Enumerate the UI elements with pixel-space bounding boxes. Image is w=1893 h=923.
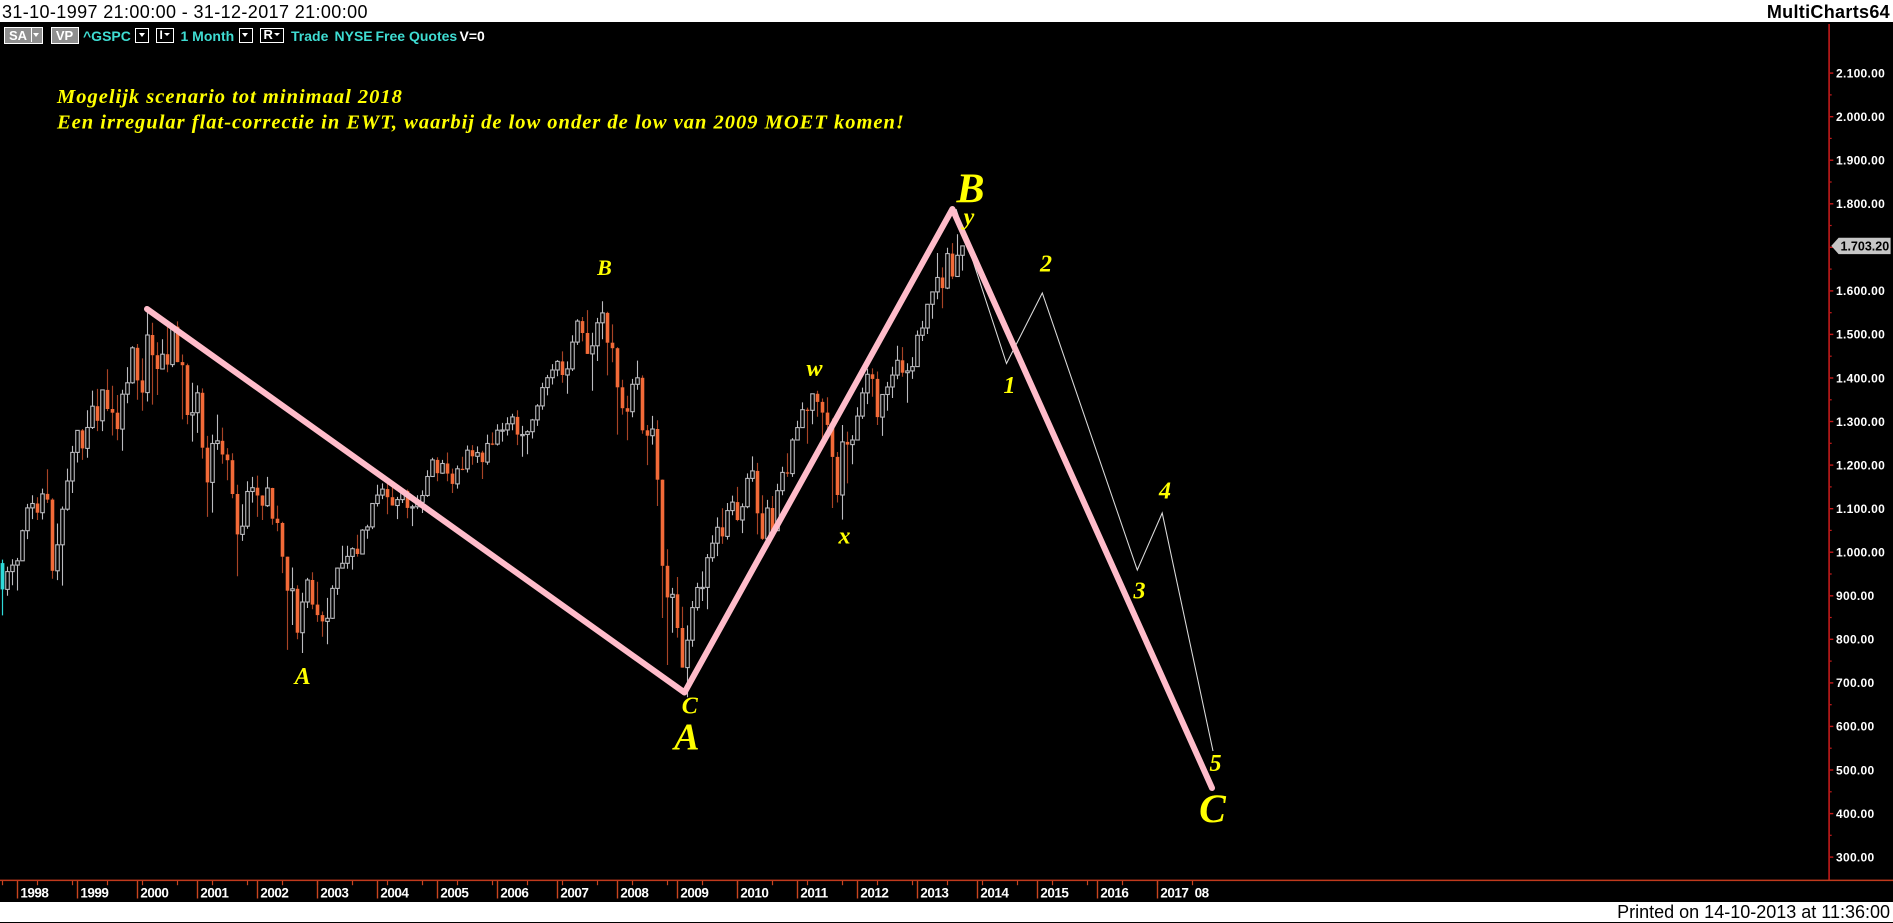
svg-text:2012: 2012 — [860, 885, 888, 900]
svg-text:400.00: 400.00 — [1836, 807, 1875, 821]
svg-text:y: y — [961, 205, 975, 231]
svg-text:1.600.00: 1.600.00 — [1836, 284, 1885, 298]
svg-text:A: A — [293, 664, 311, 690]
svg-text:Een irregular flat-correctie i: Een irregular flat-correctie in EWT, waa… — [56, 112, 905, 134]
svg-text:B: B — [955, 167, 984, 213]
svg-text:1: 1 — [1004, 373, 1016, 399]
svg-text:500.00: 500.00 — [1836, 763, 1875, 777]
svg-text:B: B — [596, 255, 612, 280]
svg-text:1.900.00: 1.900.00 — [1836, 154, 1885, 168]
svg-text:2009: 2009 — [680, 885, 708, 900]
svg-text:2010: 2010 — [740, 885, 768, 900]
svg-text:1.800.00: 1.800.00 — [1836, 197, 1885, 211]
svg-text:3: 3 — [1133, 579, 1146, 605]
svg-text:1.400.00: 1.400.00 — [1836, 371, 1885, 385]
svg-text:2015: 2015 — [1040, 885, 1069, 900]
svg-text:1.500.00: 1.500.00 — [1836, 328, 1885, 342]
svg-text:4: 4 — [1158, 479, 1171, 505]
svg-text:2013: 2013 — [920, 885, 949, 900]
svg-text:2003: 2003 — [320, 885, 349, 900]
svg-text:5: 5 — [1210, 751, 1222, 777]
svg-text:2.100.00: 2.100.00 — [1836, 66, 1885, 80]
svg-text:1.100.00: 1.100.00 — [1836, 502, 1885, 516]
svg-text:2016: 2016 — [1100, 885, 1129, 900]
svg-text:600.00: 600.00 — [1836, 720, 1875, 734]
svg-text:1999: 1999 — [80, 885, 108, 900]
svg-text:2000: 2000 — [140, 885, 168, 900]
svg-text:300.00: 300.00 — [1836, 850, 1875, 864]
svg-text:2004: 2004 — [380, 885, 409, 900]
svg-text:800.00: 800.00 — [1836, 633, 1875, 647]
svg-text:2011: 2011 — [800, 885, 828, 900]
svg-text:Mogelijk scenario tot minimaal: Mogelijk scenario tot minimaal 2018 — [56, 86, 403, 108]
svg-text:2005: 2005 — [440, 885, 469, 900]
svg-text:2014: 2014 — [980, 885, 1009, 900]
svg-text:1.703.20: 1.703.20 — [1841, 240, 1890, 254]
svg-text:w: w — [806, 356, 823, 382]
svg-text:08: 08 — [1195, 885, 1210, 900]
svg-text:C: C — [682, 694, 699, 720]
svg-text:900.00: 900.00 — [1836, 589, 1875, 603]
svg-text:2006: 2006 — [500, 885, 529, 900]
svg-text:1.300.00: 1.300.00 — [1836, 415, 1885, 429]
svg-text:2001: 2001 — [200, 885, 229, 900]
svg-text:2008: 2008 — [620, 885, 649, 900]
svg-text:C: C — [1199, 786, 1227, 831]
svg-text:700.00: 700.00 — [1836, 676, 1875, 690]
svg-text:1.000.00: 1.000.00 — [1836, 546, 1885, 560]
svg-text:x: x — [838, 524, 851, 550]
svg-text:2007: 2007 — [560, 885, 588, 900]
svg-text:1.200.00: 1.200.00 — [1836, 458, 1885, 472]
svg-text:2.000.00: 2.000.00 — [1836, 110, 1885, 124]
svg-text:A: A — [672, 717, 699, 759]
svg-text:2: 2 — [1039, 252, 1052, 278]
svg-text:2017: 2017 — [1160, 885, 1188, 900]
svg-text:1998: 1998 — [20, 885, 49, 900]
svg-text:2002: 2002 — [260, 885, 288, 900]
